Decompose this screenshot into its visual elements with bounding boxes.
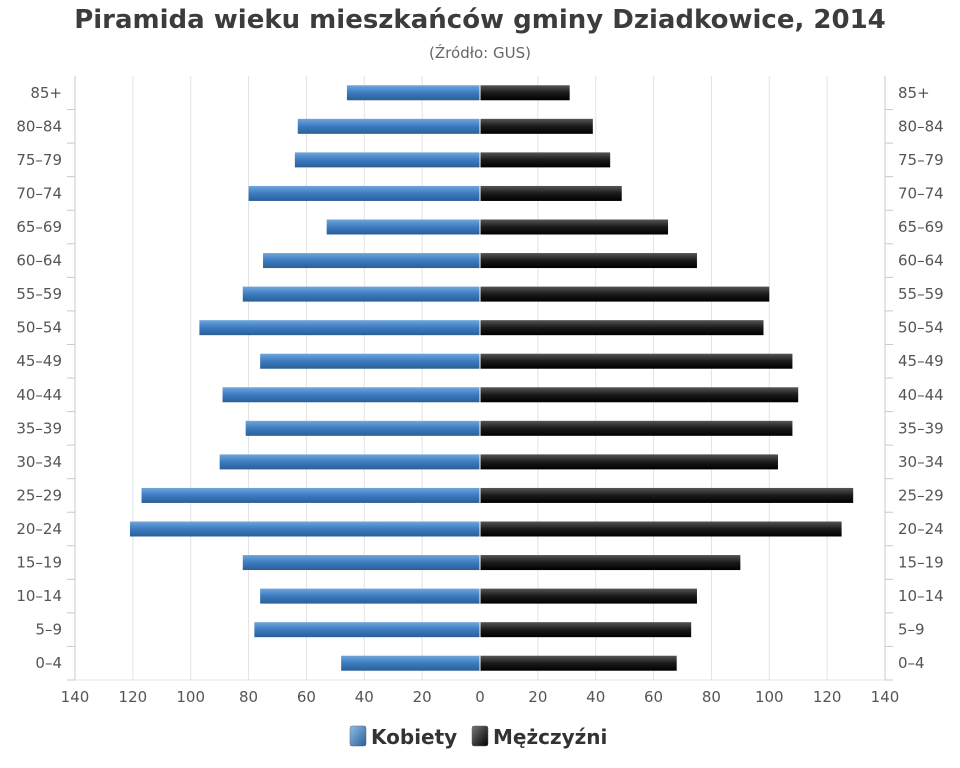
bar-kobiety — [199, 320, 480, 336]
bar-kobiety — [219, 454, 480, 470]
bar-kobiety — [260, 353, 480, 369]
x-tick-label: 100 — [755, 688, 784, 706]
bar-mezczyzni — [480, 219, 669, 235]
left-category-label: 30–34 — [16, 453, 62, 471]
right-category-label: 80–84 — [898, 117, 944, 135]
bar-mezczyzni — [480, 487, 854, 503]
x-tick-label: 100 — [176, 688, 205, 706]
left-category-label: 60–64 — [16, 252, 62, 270]
bar-mezczyzni — [480, 387, 799, 403]
left-category-label: 0–4 — [35, 654, 62, 672]
x-tick-label: 80 — [239, 688, 258, 706]
bar-mezczyzni — [480, 353, 793, 369]
chart-title: Piramida wieku mieszkańców gminy Dziadko… — [74, 5, 886, 35]
right-category-label: 30–34 — [898, 453, 944, 471]
x-tick-label: 140 — [871, 688, 900, 706]
x-tick-label: 0 — [475, 688, 485, 706]
bar-kobiety — [294, 152, 480, 168]
left-category-label: 15–19 — [16, 554, 62, 572]
x-tick-label: 120 — [119, 688, 148, 706]
right-category-label: 5–9 — [898, 621, 925, 639]
legend-label-kobiety: Kobiety — [371, 725, 457, 749]
bar-kobiety — [260, 588, 480, 604]
left-category-label: 20–24 — [16, 520, 62, 538]
bar-kobiety — [129, 521, 480, 537]
bar-kobiety — [248, 185, 480, 201]
x-tick-label: 20 — [528, 688, 547, 706]
x-tick-label: 40 — [586, 688, 605, 706]
bar-mezczyzni — [480, 185, 622, 201]
bar-mezczyzni — [480, 253, 697, 269]
bar-mezczyzni — [480, 555, 741, 571]
left-category-label: 25–29 — [16, 486, 62, 504]
bar-mezczyzni — [480, 118, 593, 134]
bar-mezczyzni — [480, 286, 770, 302]
left-category-label: 35–39 — [16, 419, 62, 437]
x-tick-label: 60 — [297, 688, 316, 706]
right-category-label: 65–69 — [898, 218, 944, 236]
left-category-label: 5–9 — [35, 621, 62, 639]
right-category-label: 20–24 — [898, 520, 944, 538]
right-category-label: 55–59 — [898, 285, 944, 303]
bar-kobiety — [341, 655, 480, 671]
right-category-label: 25–29 — [898, 486, 944, 504]
legend-swatch-mezczyzni — [471, 725, 489, 747]
bar-mezczyzni — [480, 622, 692, 638]
x-tick-label: 80 — [702, 688, 721, 706]
left-category-label: 65–69 — [16, 218, 62, 236]
right-category-label: 50–54 — [898, 319, 944, 337]
bar-mezczyzni — [480, 521, 842, 537]
bar-mezczyzni — [480, 85, 570, 101]
right-category-label: 40–44 — [898, 386, 944, 404]
x-tick-label: 120 — [813, 688, 842, 706]
right-category-label: 0–4 — [898, 654, 925, 672]
right-category-label: 35–39 — [898, 419, 944, 437]
left-category-label: 10–14 — [16, 587, 62, 605]
left-category-label: 75–79 — [16, 151, 62, 169]
right-category-label: 70–74 — [898, 184, 944, 202]
x-tick-label: 40 — [355, 688, 374, 706]
bar-mezczyzni — [480, 320, 764, 336]
left-category-label: 85+ — [30, 84, 62, 102]
bar-kobiety — [242, 286, 480, 302]
legend-swatch-kobiety — [349, 725, 367, 747]
bar-mezczyzni — [480, 152, 611, 168]
bar-kobiety — [326, 219, 480, 235]
x-tick-label: 60 — [644, 688, 663, 706]
bar-kobiety — [346, 85, 480, 101]
left-category-label: 55–59 — [16, 285, 62, 303]
right-category-label: 45–49 — [898, 352, 944, 370]
right-category-label: 85+ — [898, 84, 930, 102]
left-category-label: 50–54 — [16, 319, 62, 337]
bar-kobiety — [242, 555, 480, 571]
bar-mezczyzni — [480, 420, 793, 436]
left-category-label: 70–74 — [16, 184, 62, 202]
legend-label-mezczyzni: Mężczyźni — [493, 725, 607, 749]
bar-kobiety — [263, 253, 480, 269]
right-category-label: 15–19 — [898, 554, 944, 572]
bar-kobiety — [222, 387, 481, 403]
bar-mezczyzni — [480, 588, 697, 604]
x-tick-label: 140 — [61, 688, 90, 706]
right-category-label: 10–14 — [898, 587, 944, 605]
left-category-label: 40–44 — [16, 386, 62, 404]
x-tick-label: 20 — [413, 688, 432, 706]
left-category-label: 45–49 — [16, 352, 62, 370]
bar-kobiety — [254, 622, 480, 638]
left-category-label: 80–84 — [16, 117, 62, 135]
right-category-label: 75–79 — [898, 151, 944, 169]
right-category-label: 60–64 — [898, 252, 944, 270]
bar-mezczyzni — [480, 454, 778, 470]
bar-kobiety — [297, 118, 480, 134]
chart-subtitle: (Źródło: GUS) — [429, 44, 531, 62]
bar-kobiety — [245, 420, 480, 436]
bar-kobiety — [141, 487, 481, 503]
bar-mezczyzni — [480, 655, 677, 671]
